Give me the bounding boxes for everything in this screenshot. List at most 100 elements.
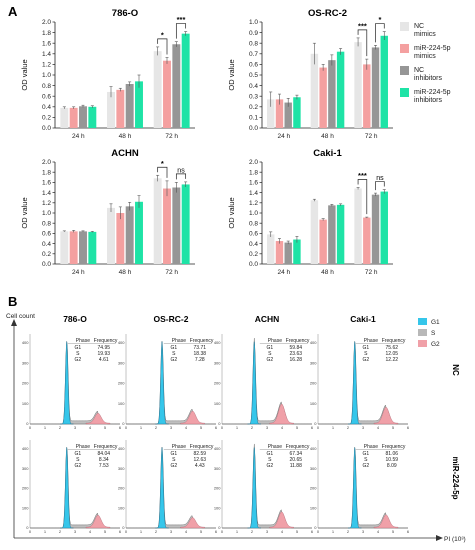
bar-chart: 786-O 0.0 0.2 0.4 0.6 0.8 1.0 1.2 1.4 1.6 1.8 2.0 OD… <box>20 8 195 140</box>
hist-x-tick: 1 <box>44 529 47 534</box>
table-phase: G1 <box>266 451 273 457</box>
hist-x-tick: 4 <box>377 529 380 534</box>
bar <box>354 42 362 128</box>
hist-x-tick: 1 <box>236 425 239 430</box>
y-tick-label: 1.2 <box>42 62 51 69</box>
significance-bracket <box>357 29 368 57</box>
bar <box>172 187 181 264</box>
table-phase: G2 <box>74 357 81 363</box>
table-header-frequency: Frequency <box>190 338 214 344</box>
hist-x-tick: 2 <box>347 529 350 534</box>
hist-y-tick: 200 <box>118 486 125 491</box>
hist-s-area <box>222 443 312 529</box>
table-frequency: 11.88 <box>290 463 302 469</box>
flow-histogram: 0 100 200 300 400 0 1 2 3 4 5 6 Phase Frequency G1 73.7… <box>118 334 218 430</box>
y-tick-label: 0.8 <box>249 220 258 227</box>
hist-y-tick: 400 <box>214 446 221 451</box>
hist-x-tick: 3 <box>74 425 77 430</box>
hist-x-tick: 5 <box>200 529 203 534</box>
hist-g1-peak <box>247 341 261 425</box>
bar <box>153 178 162 264</box>
y-tick-label: 1.6 <box>42 40 51 47</box>
bar <box>125 206 134 264</box>
table-frequency: 18.38 <box>194 351 207 357</box>
hist-y-tick: 300 <box>214 466 221 471</box>
table-frequency: 20.65 <box>290 457 303 463</box>
table-frequency: 23.63 <box>290 351 303 357</box>
y-tick-label: 1.8 <box>42 169 51 176</box>
x-tick-label: 72 h <box>365 269 378 276</box>
table-phase: S <box>268 351 272 357</box>
hist-x-tick: 6 <box>407 425 410 430</box>
hist-g1-peak <box>247 447 261 529</box>
table-phase: G1 <box>266 345 273 351</box>
hist-x-tick: 6 <box>119 425 122 430</box>
y-tick-label: 1.0 <box>42 210 51 217</box>
significance-label: * <box>161 159 164 168</box>
x-tick-label: 72 h <box>365 133 378 140</box>
y-tick-label: 0.2 <box>42 115 51 122</box>
table-frequency: 19.93 <box>98 351 111 357</box>
significance-bracket <box>175 173 187 180</box>
bar <box>354 188 362 264</box>
hist-y-tick: 100 <box>22 505 29 510</box>
hist-y-tick: 400 <box>214 340 221 345</box>
y-axis-label: OD value <box>20 59 29 90</box>
bar <box>319 219 327 264</box>
table-frequency: 7.53 <box>99 463 109 469</box>
x-tick-label: 72 h <box>165 133 178 140</box>
bar <box>172 44 181 129</box>
table-frequency: 8.09 <box>387 463 397 469</box>
panel-label-b: B <box>8 294 17 309</box>
bar <box>88 106 97 128</box>
table-frequency: 67.34 <box>290 451 303 457</box>
y-axis-label: OD value <box>227 59 236 90</box>
hist-y-tick: 300 <box>310 466 317 471</box>
hist-x-tick: 0 <box>125 529 128 534</box>
table-header-phase: Phase <box>76 338 90 344</box>
table-header-phase: Phase <box>76 444 90 450</box>
flow-column-title: ACHN <box>255 314 280 324</box>
hist-y-tick: 100 <box>118 401 125 406</box>
y-tick-label: 0.2 <box>42 251 51 258</box>
hist-x-tick: 5 <box>296 425 299 430</box>
table-frequency: 81.06 <box>386 451 399 457</box>
y-tick-label: 0.2 <box>249 104 258 111</box>
table-phase: G1 <box>170 345 177 351</box>
flow-histogram: 0 100 200 300 400 0 1 2 3 4 5 6 Phase Frequency G1 75.6… <box>310 334 410 430</box>
significance-bracket <box>175 23 187 39</box>
y-tick-label: 0.6 <box>42 93 51 100</box>
hist-y-tick: 400 <box>310 340 317 345</box>
table-header-frequency: Frequency <box>286 444 310 450</box>
hist-y-tick: 400 <box>22 446 29 451</box>
significance-bracket <box>357 179 368 215</box>
table-phase: G1 <box>362 345 369 351</box>
bar <box>267 234 275 264</box>
bar <box>88 231 97 264</box>
bar <box>135 201 143 264</box>
flow-histogram: 0 100 200 300 400 0 1 2 3 4 5 6 Phase Frequency G1 67.3… <box>214 440 314 534</box>
hist-x-tick: 2 <box>155 425 158 430</box>
table-phase: G1 <box>170 451 177 457</box>
hist-x-tick: 2 <box>347 425 350 430</box>
table-header-phase: Phase <box>268 444 282 450</box>
table-phase: S <box>172 351 176 357</box>
bar <box>284 242 292 264</box>
hist-x-tick: 5 <box>296 529 299 534</box>
hist-s-area <box>222 338 312 425</box>
y-tick-label: 0.8 <box>249 40 258 47</box>
hist-g1-peak <box>155 447 169 529</box>
hist-x-tick: 3 <box>170 529 173 534</box>
bar-chart: Caki-1 0.0 0.2 0.4 0.6 0.8 1.0 1.2 1.4 1.6 1.8 2.0 O… <box>227 148 393 276</box>
hist-x-tick: 1 <box>140 529 143 534</box>
bar <box>371 194 380 264</box>
bar <box>363 217 371 264</box>
hist-y-tick: 200 <box>214 381 221 386</box>
y-tick-label: 1.4 <box>42 51 51 58</box>
bar <box>310 53 319 128</box>
hist-x-tick: 5 <box>392 425 395 430</box>
hist-x-tick: 0 <box>221 425 224 430</box>
flow-column-title: OS-RC-2 <box>154 314 189 324</box>
y-tick-label: 0.6 <box>249 231 258 238</box>
